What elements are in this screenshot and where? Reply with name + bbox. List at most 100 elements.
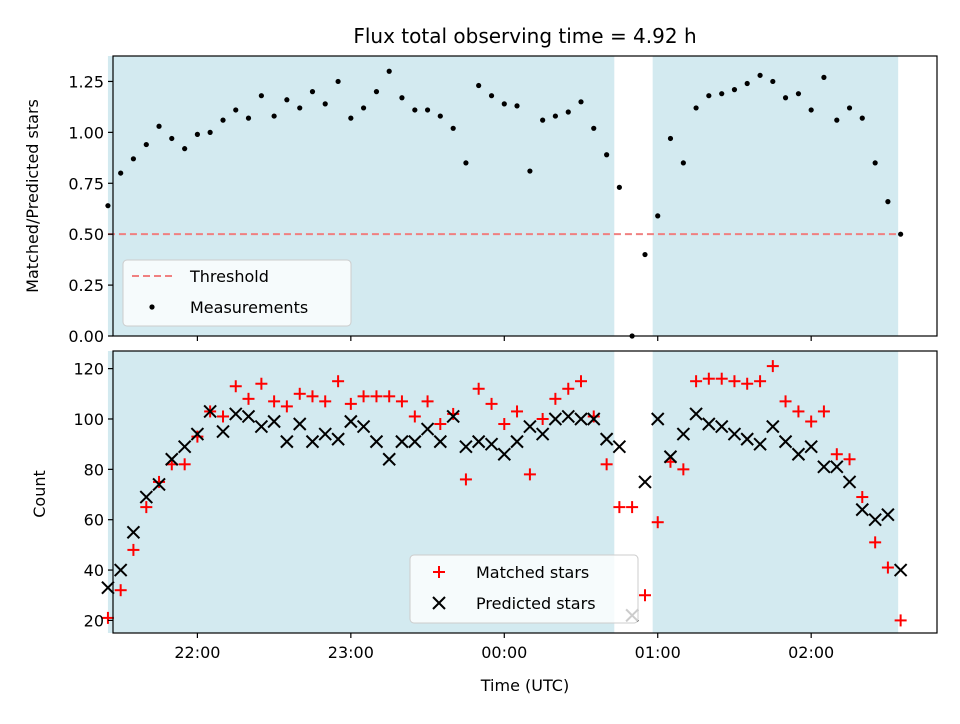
predicted-stars-point xyxy=(740,432,754,446)
predicted-stars-point xyxy=(216,424,230,439)
predicted-stars-point xyxy=(408,434,422,449)
measurement-point xyxy=(399,95,405,101)
measurement-point xyxy=(335,78,341,85)
y-tick-label: 100 xyxy=(73,410,104,429)
matched-stars-point xyxy=(817,405,830,418)
matched-stars-point xyxy=(306,390,319,403)
predicted-stars-point xyxy=(113,563,128,577)
matched-stars-point xyxy=(229,380,242,393)
measurement-point xyxy=(322,101,328,107)
matched-stars-point xyxy=(178,458,191,471)
predicted-stars-point xyxy=(382,452,396,466)
matched-stars-point xyxy=(370,390,383,403)
matched-stars-point xyxy=(421,395,434,408)
matched-stars-point xyxy=(728,375,741,388)
measurement-point xyxy=(118,170,124,176)
predicted-stars-point xyxy=(612,439,627,454)
predicted-stars-point xyxy=(753,437,767,451)
predicted-stars-legend-label: Predicted stars xyxy=(476,594,596,613)
predicted-stars-point xyxy=(587,412,601,426)
predicted-stars-point xyxy=(548,412,563,426)
matched-stars-point xyxy=(280,400,293,413)
predicted-stars-point xyxy=(203,404,217,419)
measurement-point xyxy=(476,82,482,89)
matched-stars-point xyxy=(626,501,639,514)
matched-stars-point xyxy=(792,405,805,418)
measurement-point xyxy=(655,213,661,219)
predicted-stars-point xyxy=(702,417,716,431)
y-tick-label: 60 xyxy=(84,511,104,530)
measurement-point xyxy=(821,74,827,80)
predicted-stars-point xyxy=(535,427,550,441)
measurement-point xyxy=(412,107,418,113)
predicted-stars-point xyxy=(868,512,882,527)
measurement-point xyxy=(297,105,303,111)
predicted-stars-point xyxy=(778,434,793,449)
measurements-legend-swatch xyxy=(149,304,155,310)
measurement-point xyxy=(604,152,610,158)
matched-stars-point xyxy=(536,412,549,425)
matched-stars-point xyxy=(498,418,511,431)
bottom-legend-box xyxy=(409,554,639,624)
matched-stars-point xyxy=(600,458,613,471)
matched-stars-point xyxy=(217,410,230,423)
matched-stars-point xyxy=(127,543,140,556)
matched-stars-point xyxy=(485,397,498,410)
measurement-point xyxy=(207,129,213,135)
matched-stars-point xyxy=(523,468,536,481)
matched-stars-point xyxy=(549,392,562,405)
matched-stars-point xyxy=(638,589,651,602)
predicted-stars-point xyxy=(893,563,908,577)
predicted-stars-point xyxy=(177,439,192,454)
bottom-y-axis-label: Count xyxy=(30,470,49,518)
x-tick-label: 01:00 xyxy=(635,643,681,662)
y-tick-label: 80 xyxy=(84,460,104,479)
measurement-point xyxy=(706,93,712,99)
predicted-stars-point xyxy=(804,439,818,454)
matched-stars-point xyxy=(830,448,843,461)
predicted-stars-point xyxy=(574,412,588,426)
predicted-stars-legend-swatch xyxy=(432,596,446,610)
matched-stars-legend-swatch xyxy=(433,566,445,578)
matched-stars-point xyxy=(677,463,690,476)
matched-stars-point xyxy=(408,410,421,423)
measurement-point xyxy=(271,113,277,119)
matched-stars-point xyxy=(562,382,575,395)
measurement-point xyxy=(130,156,137,162)
matched-stars-point xyxy=(754,375,767,388)
measurement-point xyxy=(540,117,546,123)
predicted-stars-point xyxy=(484,437,499,451)
predicted-stars-point xyxy=(842,475,857,489)
predicted-stars-point xyxy=(331,432,345,446)
matched-stars-point xyxy=(869,536,882,549)
y-tick-label: 120 xyxy=(73,360,104,379)
top-legend-box xyxy=(122,259,352,327)
y-tick-label: 1.00 xyxy=(68,123,104,142)
predicted-stars-point xyxy=(651,412,665,426)
predicted-stars-point xyxy=(318,427,332,441)
matched-stars-point xyxy=(140,501,153,514)
y-tick-label: 0.75 xyxy=(68,174,104,193)
measurement-point xyxy=(782,95,789,101)
predicted-stars-point xyxy=(676,427,691,441)
matched-stars-point xyxy=(101,611,114,624)
matched-stars-point xyxy=(191,430,204,443)
matched-stars-point xyxy=(690,375,703,388)
x-tick-label: 00:00 xyxy=(481,643,527,662)
measurement-point xyxy=(143,141,149,148)
predicted-stars-point xyxy=(855,502,869,517)
measurement-point xyxy=(463,160,469,166)
measurement-point xyxy=(898,231,904,237)
predicted-stars-point xyxy=(638,475,652,489)
measurement-point xyxy=(360,105,367,111)
predicted-stars-point xyxy=(280,434,294,449)
predicted-stars-point xyxy=(715,419,729,434)
measurement-point xyxy=(169,135,175,142)
observing-window-shade xyxy=(652,351,899,633)
measurement-point xyxy=(386,68,392,74)
predicted-stars-point xyxy=(766,419,780,434)
measurement-point xyxy=(591,125,597,131)
predicted-stars-point xyxy=(101,580,115,595)
y-tick-label: 40 xyxy=(84,561,104,580)
threshold-legend-label: Threshold xyxy=(189,267,269,286)
